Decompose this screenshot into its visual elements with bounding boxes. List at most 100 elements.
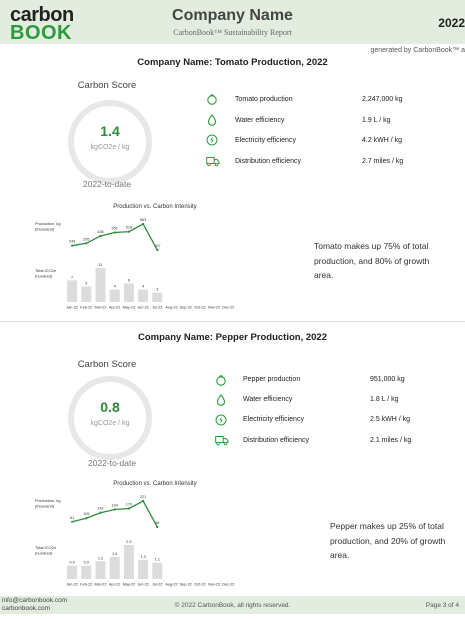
note-line: production, and 80% of growth [314,255,430,266]
line-point [156,525,159,529]
line-data-label: 164 [112,503,118,507]
line-data-label: 170 [126,503,132,507]
production-carbon-chart-tomato: Production, kg(thousand) Total tCO2e(hund… [35,218,234,310]
carbon-score-ring: 0.8 kgCO2e / kg [68,376,152,460]
note-line: Tomato makes up 75% of total [314,241,429,251]
bar-data-label: 1.3 [140,555,145,559]
line-data-label: 81 [70,516,74,520]
metric-value: 2.1 miles / kg [370,437,412,444]
water-drop-icon [216,394,226,406]
chart-bar [81,286,92,302]
share-note-pepper: Pepper makes up 25% of total production,… [330,519,445,563]
x-tick-label: Jun-22 [137,583,149,587]
x-tick-label: Apr-22 [109,306,120,310]
lightning-icon [215,414,227,426]
score-period: 2022-to-date [87,458,137,468]
note-line: production, and 20% of growth [330,535,446,546]
carbon-score-value: 1.4 [100,123,120,139]
chart-bar [95,268,106,302]
chart-bar [109,556,120,579]
line-point [85,242,88,245]
water-drop-icon [207,114,217,126]
bar-data-label: 1.5 [112,552,117,556]
x-tick-label: Oct-22 [194,583,205,587]
line-data-label: 46 [155,521,159,525]
bar-series-label: Total tCO2e [35,545,57,550]
line-series-label: (thousand) [35,227,55,232]
x-tick-label: Aug-22 [165,306,177,310]
metric-value: 951,000 kg [370,376,405,383]
x-tick-label: Mar-22 [94,583,106,587]
line-point [71,520,74,523]
line-point [142,222,145,226]
x-tick-label: Sep-22 [180,583,192,587]
bar-series-label: Total tCO2e [35,268,57,273]
bar-data-label: 1.2 [98,556,103,560]
metric-value: 1.9 L / kg [362,117,391,124]
line-point [85,517,88,520]
x-tick-label: Feb-22 [80,583,92,587]
carbon-score-label: Carbon Score [77,80,137,91]
line-data-label: 435 [97,230,103,234]
chart-bar [95,561,106,579]
section-divider [0,321,465,322]
line-point [127,230,130,233]
line-series-label: Production, kg [35,221,61,226]
chart-title: Production vs. Carbon Intensity [113,481,197,487]
company-name-title: Company Name [172,7,293,24]
metric-value: 4.2 kWH / kg [362,137,403,144]
x-tick-label: Jul-22 [152,306,162,310]
carbon-score-value: 0.8 [100,399,120,415]
line-point [113,508,116,511]
lightning-icon [206,134,218,146]
line-data-label: 167 [154,244,160,248]
carbon-score-ring: 1.4 kgCO2e / kg [68,100,152,184]
metric-name: Distribution efficiency [243,437,310,444]
bar-data-label: 4 [114,285,116,289]
carbonbook-logo: carbon BOOK [10,5,74,43]
x-tick-label: Dec-22 [222,583,234,587]
line-point [156,248,159,252]
truck-icon [215,436,229,446]
metric-name: Distribution efficiency [235,158,302,165]
report-year: 2022 [438,16,465,30]
footer-email[interactable]: info@carbonbook.com [2,597,68,604]
x-tick-label: Feb-22 [80,306,92,310]
x-tick-label: Jan-22 [66,583,78,587]
report-header: carbon BOOK Company Name CarbonBook™ Sus… [0,0,465,44]
metric-name: Water efficiency [243,396,293,403]
share-note-tomato: Tomato makes up 75% of total production,… [314,239,429,283]
note-line: Pepper makes up 25% of total [330,521,444,531]
chart-bar [109,289,120,302]
line-data-label: 295 [83,237,89,241]
footer-website[interactable]: carbonbook.com [2,605,51,612]
pepper-icon [216,374,226,386]
line-data-label: 249 [69,240,75,244]
x-tick-label: Aug-22 [165,583,177,587]
bar-data-label: 7 [71,275,73,279]
report-footer: info@carbonbook.com carbonbook.com © 202… [0,596,465,614]
metric-value: 1.8 L / kg [370,396,399,403]
chart-bar [123,545,134,579]
metric-name: Water efficiency [235,117,285,124]
x-tick-label: May-22 [123,583,136,587]
bar-data-label: 2.3 [126,540,131,544]
chart-bar [123,283,134,302]
metric-name: Electricity efficiency [243,416,304,423]
bar-data-label: 5 [85,282,87,286]
line-point [113,231,116,234]
metric-value: 2.5 kWH / kg [370,416,411,423]
chart-bar [138,559,149,579]
line-point [99,234,102,238]
line-point [142,499,145,503]
chart-bar [152,562,163,579]
line-data-label: 105 [83,512,89,516]
carbon-score-unit: kgCO2e / kg [90,420,130,427]
logo-top-text: carbon [10,4,74,26]
truck-icon [206,157,220,167]
bar-data-label: 1.1 [155,558,160,562]
x-tick-label: Apr-22 [109,583,120,587]
line-data-label: 663 [140,218,146,222]
bar-data-label: 6 [128,278,130,282]
footer-copyright: © 2022 CarbonBook, all rights reserved. [174,602,291,609]
